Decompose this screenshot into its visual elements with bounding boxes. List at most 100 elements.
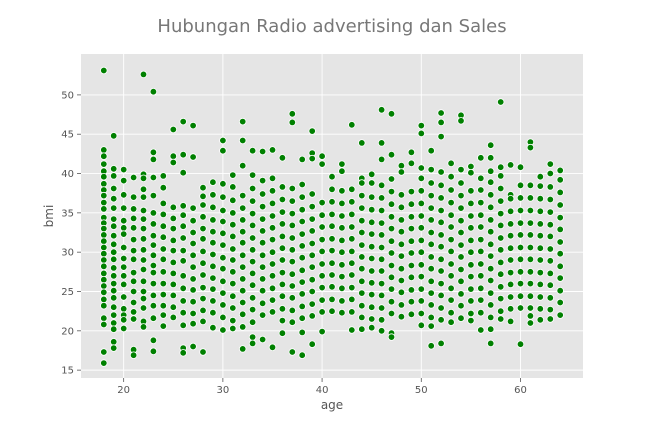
data-point: [338, 187, 346, 195]
data-point: [516, 279, 525, 288]
data-point: [209, 324, 217, 332]
data-point: [149, 302, 158, 310]
data-point: [199, 306, 207, 315]
data-point: [457, 117, 465, 125]
data-point: [328, 271, 336, 279]
data-point: [318, 152, 326, 160]
data-point: [348, 326, 356, 334]
data-point: [487, 178, 495, 186]
data-point: [189, 275, 197, 283]
data-point: [209, 297, 217, 305]
data-point: [149, 268, 158, 277]
data-point: [387, 273, 396, 281]
data-point: [159, 255, 167, 263]
data-point: [407, 237, 416, 245]
data-point: [189, 251, 197, 259]
data-point: [417, 297, 425, 305]
y-tick-label: 40: [61, 169, 74, 180]
data-point: [298, 242, 306, 250]
data-point: [278, 208, 287, 216]
data-point: [318, 296, 326, 304]
data-point: [397, 265, 406, 273]
data-point: [100, 262, 108, 270]
data-point: [506, 305, 515, 313]
data-point: [268, 235, 277, 244]
data-point: [526, 194, 535, 202]
data-point: [149, 220, 158, 228]
data-point: [477, 235, 485, 244]
data-point: [129, 287, 138, 296]
x-tick-label: 40: [316, 385, 329, 396]
data-point: [477, 211, 485, 219]
data-point: [258, 275, 267, 283]
data-point: [387, 249, 396, 257]
data-point: [358, 139, 366, 147]
data-point: [487, 301, 495, 309]
data-point: [368, 242, 376, 251]
data-point: [536, 244, 544, 252]
data-point: [169, 291, 177, 300]
data-point: [149, 279, 158, 288]
data-point: [258, 215, 267, 223]
data-point: [248, 171, 257, 179]
data-point: [189, 342, 197, 351]
data-point: [348, 198, 356, 206]
data-point: [229, 316, 237, 325]
data-point: [338, 297, 346, 305]
data-point: [477, 260, 485, 268]
data-point: [159, 290, 167, 299]
data-point: [209, 309, 217, 317]
data-point: [278, 280, 287, 289]
data-point: [417, 272, 425, 281]
data-point: [209, 238, 217, 247]
data-point: [109, 194, 118, 203]
data-point: [278, 183, 287, 191]
data-point: [219, 193, 227, 201]
data-point: [358, 191, 366, 200]
data-point: [407, 213, 416, 221]
data-point: [477, 186, 485, 194]
data-point: [358, 265, 366, 273]
data-point: [199, 183, 207, 192]
data-point: [556, 249, 564, 258]
data-point: [427, 146, 435, 155]
data-point: [497, 98, 505, 106]
data-point: [387, 175, 396, 183]
data-point: [159, 172, 167, 180]
data-point: [308, 251, 316, 259]
data-point: [100, 237, 108, 245]
data-point: [536, 256, 544, 264]
x-tick-label: 60: [514, 385, 527, 396]
data-point: [318, 198, 326, 207]
data-point: [298, 278, 306, 286]
data-point: [100, 146, 108, 154]
data-point: [278, 220, 287, 228]
y-tick-label: 35: [61, 208, 74, 219]
data-point: [487, 339, 495, 348]
data-point: [358, 277, 366, 285]
data-point: [407, 286, 416, 294]
data-point: [219, 326, 227, 334]
data-point: [199, 201, 207, 209]
data-point: [497, 270, 505, 278]
data-point: [109, 165, 118, 173]
data-point: [397, 168, 406, 176]
data-point: [437, 242, 445, 251]
data-point: [248, 257, 257, 266]
data-point: [526, 312, 535, 320]
data-point: [298, 266, 306, 274]
data-point: [109, 303, 118, 311]
data-point: [556, 176, 564, 184]
data-point: [149, 261, 158, 270]
x-axis-label: age: [321, 398, 343, 412]
data-point: [129, 255, 138, 263]
data-point: [457, 265, 465, 274]
data-point: [487, 191, 495, 199]
data-point: [358, 289, 366, 297]
data-point: [139, 277, 148, 285]
data-point: [546, 208, 554, 216]
data-point: [447, 159, 455, 167]
data-point: [248, 197, 257, 205]
data-point: [129, 308, 138, 316]
data-point: [437, 218, 445, 226]
